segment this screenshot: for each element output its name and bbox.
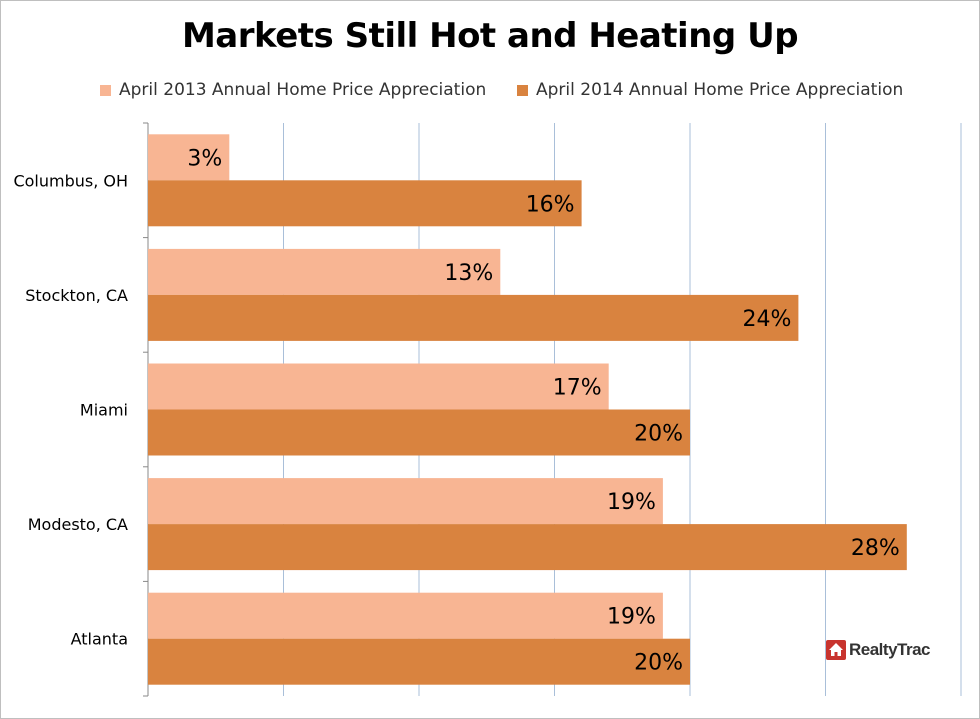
data-label: 3%: [187, 146, 222, 171]
legend-label-2014: April 2014 Annual Home Price Appreciatio…: [536, 80, 904, 100]
data-label: 24%: [742, 307, 791, 332]
bar-2013-modesto-ca: [148, 478, 663, 525]
category-label: Columbus, OH: [13, 171, 128, 190]
data-label: 13%: [444, 261, 493, 286]
category-label: Modesto, CA: [28, 515, 128, 534]
data-label: 17%: [553, 376, 602, 401]
bar-2014-modesto-ca: [148, 524, 907, 571]
house-icon: [826, 640, 846, 660]
logo-text: RealtyTrac: [849, 640, 931, 659]
category-label: Atlanta: [71, 630, 128, 649]
bar-2014-atlanta: [148, 638, 690, 685]
data-label: 20%: [634, 651, 683, 676]
bar-2014-stockton-ca: [148, 294, 799, 341]
bar-2014-miami: [148, 409, 690, 456]
legend-swatch-2013: [100, 84, 111, 96]
category-label: Miami: [80, 401, 128, 420]
bar-2014-columbus-oh: [148, 180, 582, 227]
data-label: 28%: [851, 536, 900, 561]
data-label: 19%: [607, 490, 656, 515]
bar-2013-atlanta: [148, 592, 663, 639]
category-label: Stockton, CA: [25, 286, 128, 305]
bar-2013-stockton-ca: [148, 248, 501, 295]
data-label: 20%: [634, 422, 683, 447]
realtytrac-logo: RealtyTrac: [826, 640, 931, 660]
legend-label-2013: April 2013 Annual Home Price Appreciatio…: [119, 80, 487, 100]
data-label: 16%: [526, 192, 575, 217]
legend-item-2013: April 2013 Annual Home Price Appreciatio…: [100, 80, 486, 100]
data-label: 19%: [607, 605, 656, 630]
legend-item-2014: April 2014 Annual Home Price Appreciatio…: [517, 80, 903, 100]
chart-title: Markets Still Hot and Heating Up: [181, 16, 799, 56]
bar-2013-columbus-oh: [148, 134, 230, 181]
bar-2013-miami: [148, 363, 609, 410]
legend-swatch-2014: [517, 84, 528, 96]
chart-legend: April 2013 Annual Home Price Appreciatio…: [0, 80, 980, 104]
